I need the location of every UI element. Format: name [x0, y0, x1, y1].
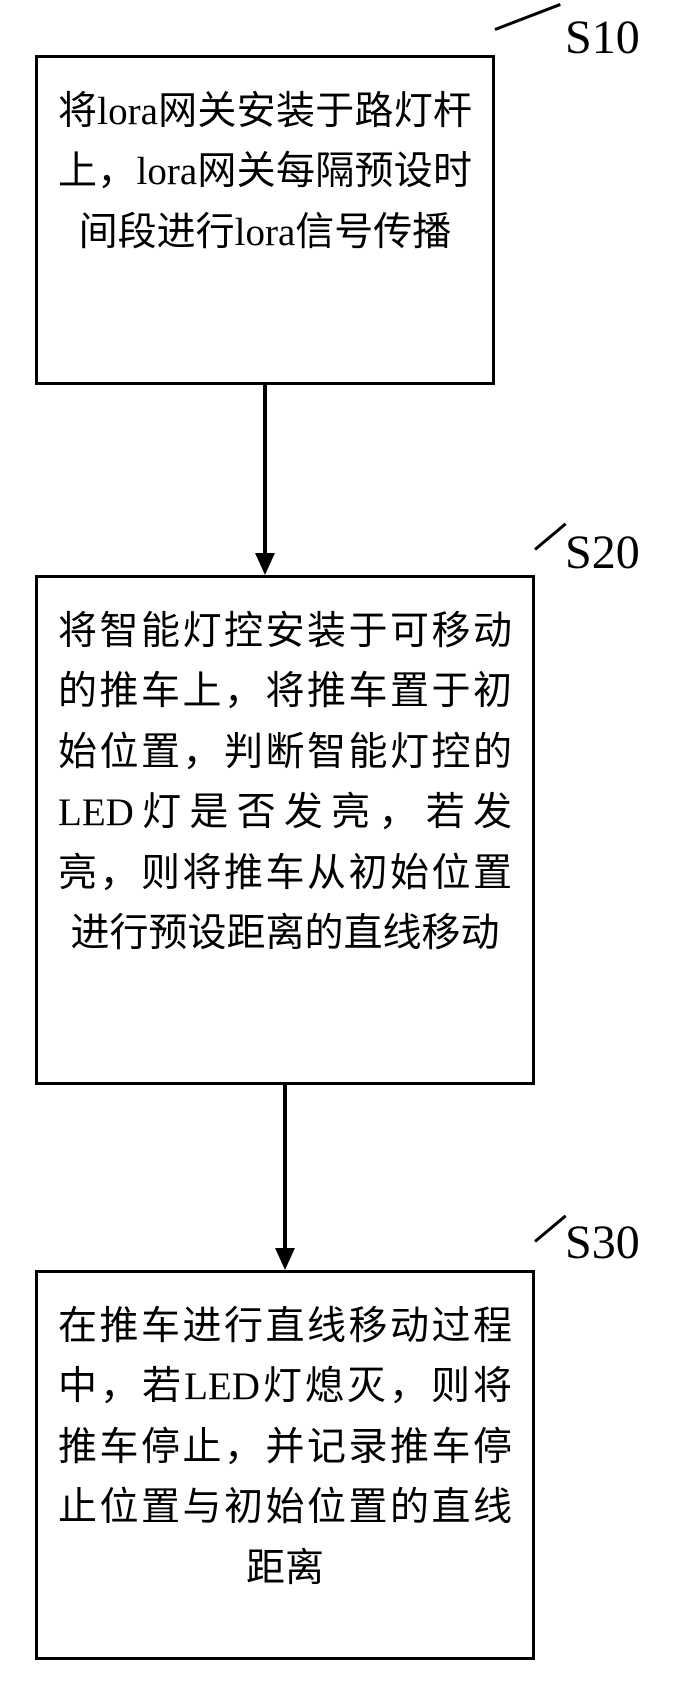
flow-step-s10-text: 将lora网关安装于路灯杆上，lora网关每隔预设时间段进行lora信号传播	[58, 82, 472, 263]
flow-step-s30: 在推车进行直线移动过程中，若LED灯熄灭，则将推车停止，并记录推车停止位置与初始…	[35, 1270, 535, 1660]
arrow-s10-s20-shaft	[263, 385, 267, 553]
step-label-s20: S20	[565, 525, 640, 580]
step-label-s30: S30	[565, 1215, 640, 1270]
arrow-s20-s30-shaft	[283, 1085, 287, 1248]
leader-line-s10	[494, 3, 560, 31]
leader-line-s30	[534, 1215, 567, 1243]
arrow-s10-s20-head	[255, 553, 275, 575]
flow-step-s20: 将智能灯控安装于可移动的推车上，将推车置于初始位置，判断智能灯控的LED灯是否发…	[35, 575, 535, 1085]
flow-step-s10: 将lora网关安装于路灯杆上，lora网关每隔预设时间段进行lora信号传播	[35, 55, 495, 385]
flow-step-s20-text: 将智能灯控安装于可移动的推车上，将推车置于初始位置，判断智能灯控的LED灯是否发…	[58, 602, 512, 965]
arrow-s20-s30-head	[275, 1248, 295, 1270]
step-label-s10: S10	[565, 10, 640, 65]
flow-step-s30-text: 在推车进行直线移动过程中，若LED灯熄灭，则将推车停止，并记录推车停止位置与初始…	[58, 1297, 512, 1599]
leader-line-s20	[534, 523, 567, 551]
